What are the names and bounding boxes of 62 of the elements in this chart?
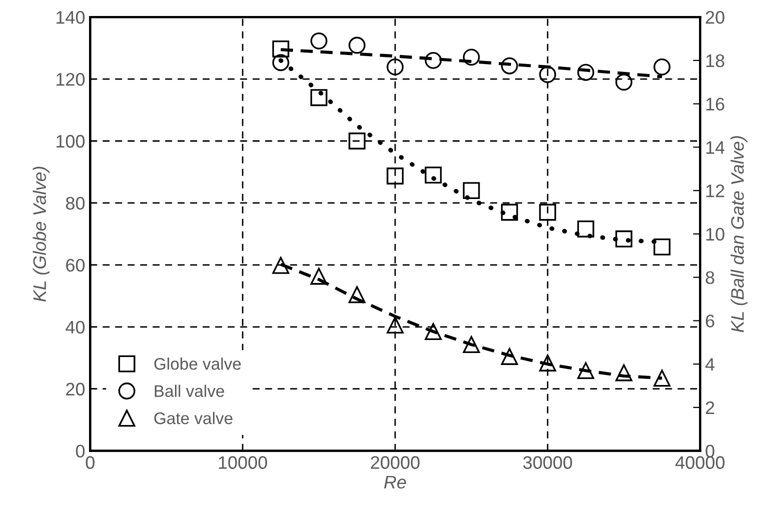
point — [462, 336, 480, 354]
y-axis-title: KL (Globe Valve) — [32, 166, 50, 302]
y-tick-label: 60 — [66, 258, 85, 272]
point — [462, 182, 480, 200]
y2-axis-title: KL (Ball dan Gate Valve) — [730, 136, 748, 332]
point — [501, 348, 518, 365]
point — [615, 364, 632, 382]
point — [501, 57, 518, 74]
point — [386, 58, 404, 76]
point — [577, 220, 594, 238]
point — [615, 230, 632, 248]
y2-tick-label: 20 — [706, 10, 724, 24]
x-tick-label: 30000 — [523, 456, 572, 469]
y2-tick-label: 6 — [706, 314, 714, 328]
point — [654, 58, 670, 76]
point — [424, 166, 442, 184]
y2-tick-label: 16 — [706, 98, 724, 111]
point — [462, 48, 480, 66]
point — [539, 204, 556, 221]
point — [310, 89, 328, 106]
x-tick-label: 20000 — [370, 456, 420, 469]
point — [539, 354, 556, 372]
point — [615, 74, 632, 91]
y-tick-label: 120 — [56, 72, 85, 86]
point — [348, 286, 366, 304]
point — [272, 54, 290, 72]
x-tick-label: 0 — [86, 456, 94, 469]
y-tick-label: 20 — [66, 382, 85, 396]
y2-tick-label: 10 — [706, 228, 724, 241]
y2-tick-label: 14 — [706, 141, 725, 154]
y2-tick-label: 18 — [706, 54, 724, 68]
point — [272, 40, 290, 58]
point — [424, 52, 442, 69]
point — [577, 362, 594, 380]
y2-tick-label: 12 — [706, 184, 724, 198]
y-tick-label: 140 — [56, 10, 85, 24]
point — [386, 168, 404, 184]
point — [654, 238, 670, 256]
y2-tick-label: 2 — [706, 401, 714, 414]
point — [310, 32, 328, 50]
point — [272, 256, 290, 274]
x-tick-label: 40000 — [675, 456, 725, 469]
legend-label: Globe valve — [154, 358, 241, 370]
legend-label: Ball valve — [154, 384, 224, 397]
point — [386, 316, 404, 334]
point — [501, 204, 518, 221]
y-tick-label: 0 — [76, 444, 85, 458]
point — [539, 66, 556, 84]
y2-tick-label: 8 — [706, 271, 714, 284]
y2-tick-label: 4 — [705, 358, 714, 371]
point — [424, 323, 442, 340]
y-tick-label: 80 — [66, 196, 85, 210]
y-tick-label: 40 — [66, 320, 85, 334]
point — [654, 370, 670, 387]
point — [310, 268, 328, 285]
point — [348, 132, 366, 150]
legend-label: Gate valve — [154, 412, 232, 424]
point — [577, 64, 594, 81]
x-axis-title: Re — [384, 476, 406, 489]
point — [348, 36, 366, 54]
y-tick-label: 100 — [56, 134, 85, 148]
x-tick-label: 10000 — [218, 456, 268, 469]
